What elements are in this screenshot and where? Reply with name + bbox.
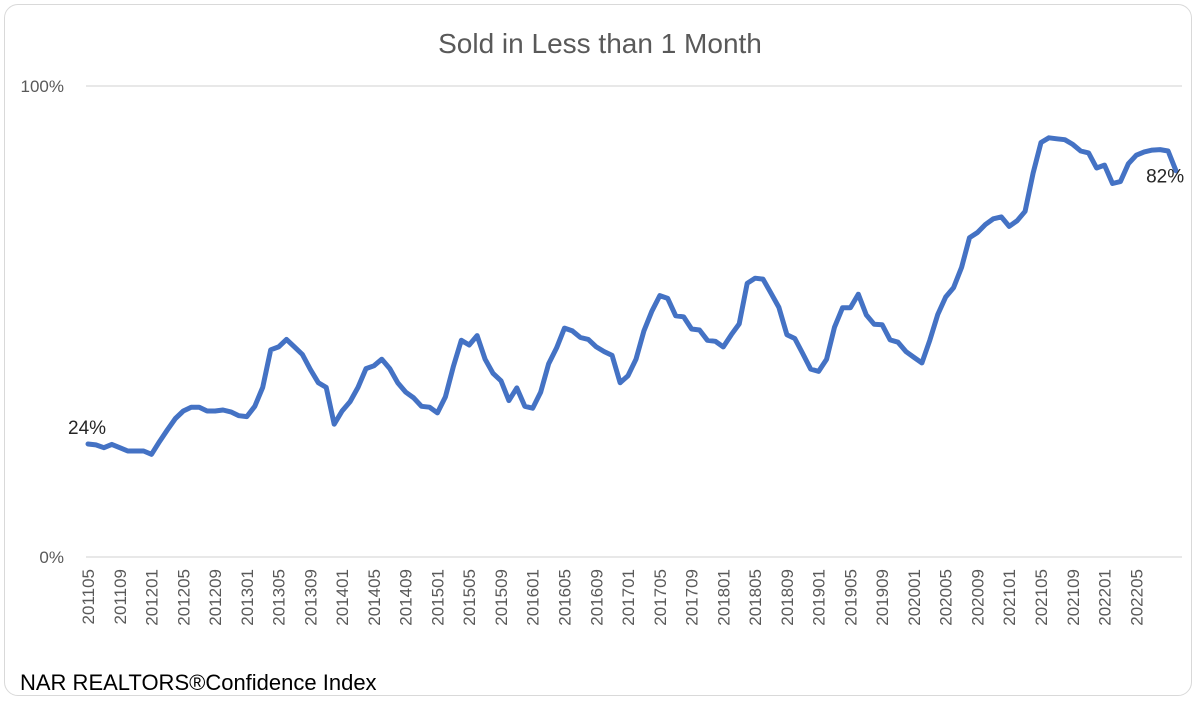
x-tick-label: 202005 <box>937 569 956 626</box>
x-tick-label: 201401 <box>333 569 352 626</box>
x-tick-label: 201809 <box>778 569 797 626</box>
x-tick-label: 202109 <box>1064 569 1083 626</box>
x-tick-label: 201605 <box>555 569 574 626</box>
x-tick-label: 201701 <box>619 569 638 626</box>
x-tick-label: 201301 <box>238 569 257 626</box>
x-tick-label: 201609 <box>587 569 606 626</box>
x-tick-label: 201201 <box>143 569 162 626</box>
x-tick-label: 201309 <box>301 569 320 626</box>
x-tick-label: 201709 <box>683 569 702 626</box>
x-tick-label: 201209 <box>206 569 225 626</box>
x-tick-label: 202009 <box>968 569 987 626</box>
x-tick-label: 201905 <box>841 569 860 626</box>
chart-title: Sold in Less than 1 Month <box>438 28 762 59</box>
x-tick-label: 201405 <box>365 569 384 626</box>
x-tick-label: 201705 <box>651 569 670 626</box>
x-tick-label: 202001 <box>905 569 924 626</box>
x-tick-label: 202101 <box>1000 569 1019 626</box>
x-tick-label: 201501 <box>428 569 447 626</box>
x-tick-label: 201109 <box>111 569 130 624</box>
x-tick-label: 201909 <box>873 569 892 626</box>
x-tick-label: 201205 <box>174 569 193 626</box>
x-tick-label: 202105 <box>1032 569 1051 626</box>
series-line <box>85 135 1179 457</box>
y-tick-label: 100% <box>21 77 64 96</box>
x-tick-label: 201505 <box>460 569 479 626</box>
source-caption: NAR REALTORS®Confidence Index <box>20 670 377 695</box>
x-tick-label: 201305 <box>270 569 289 626</box>
x-tick-label: 202201 <box>1096 569 1115 626</box>
x-tick-label: 201409 <box>397 569 416 626</box>
data-label: 82% <box>1146 167 1184 188</box>
x-tick-label: 202205 <box>1127 569 1146 626</box>
data-label: 24% <box>68 418 106 439</box>
y-tick-label: 0% <box>39 548 64 567</box>
x-tick-label: 201601 <box>524 569 543 626</box>
x-tick-label: 201509 <box>492 569 511 626</box>
x-tick-label: 201105 <box>79 569 98 624</box>
x-tick-label: 201901 <box>810 569 829 626</box>
x-tick-label: 201801 <box>714 569 733 626</box>
x-tick-label: 201805 <box>746 569 765 626</box>
